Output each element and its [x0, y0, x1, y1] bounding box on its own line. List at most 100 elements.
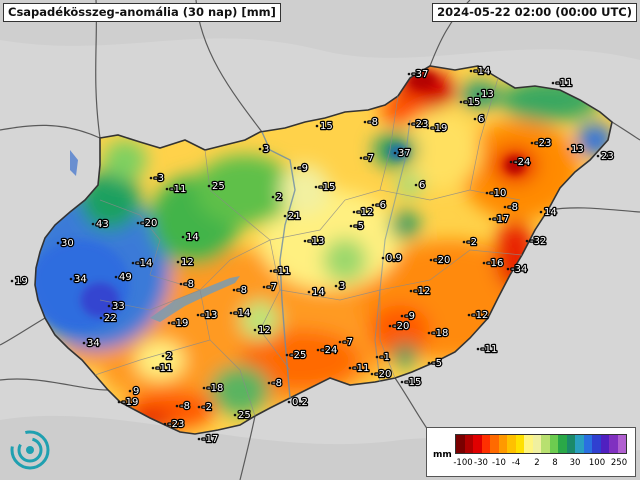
county-borders — [94, 77, 523, 417]
station-value-label: -1 — [380, 352, 390, 363]
station-dot — [303, 239, 307, 243]
station-value-label: -8 — [180, 401, 190, 412]
station-dot — [381, 256, 385, 260]
legend-color-swatch — [507, 435, 516, 453]
station-dot — [207, 184, 211, 188]
station-value-label: -20 — [375, 369, 391, 380]
station-dot — [482, 261, 486, 265]
station-value-label: -5 — [354, 221, 364, 232]
station-dot — [114, 275, 118, 279]
station-value-label: -6 — [376, 200, 386, 211]
station-dot — [370, 372, 374, 376]
station-dot — [197, 437, 201, 441]
station-dot — [232, 288, 236, 292]
station-value-label: -11 — [353, 363, 369, 374]
station-value-label: 37 — [398, 148, 411, 159]
station-dot — [197, 405, 201, 409]
station-value-label: 0.9 — [386, 253, 402, 264]
station-dot — [509, 160, 513, 164]
station-dot — [107, 304, 111, 308]
station-dot — [314, 185, 318, 189]
station-value-label: -9 — [298, 163, 308, 174]
station-value-label: -14 — [136, 258, 152, 269]
country-outline — [34, 65, 613, 435]
station-dot — [400, 314, 404, 318]
station-dot — [473, 117, 477, 121]
station-value-label: 0.2 — [292, 397, 308, 408]
station-value-label: -24 — [514, 157, 530, 168]
station-value-label: -11 — [274, 266, 290, 277]
station-dot — [165, 187, 169, 191]
station-dot — [91, 222, 95, 226]
station-value-label: -12 — [357, 207, 373, 218]
station-dot — [400, 380, 404, 384]
station-value-label: -23 — [412, 119, 428, 130]
station-value-label: 12 — [181, 257, 194, 268]
station-dot — [551, 81, 555, 85]
station-dot — [462, 240, 466, 244]
station-value-label: -14 — [474, 66, 490, 77]
station-dot — [539, 210, 543, 214]
station-dot — [393, 151, 397, 155]
station-dot — [375, 355, 379, 359]
station-dot — [467, 313, 471, 317]
legend-tick-label: -100 — [453, 458, 473, 468]
station-dot — [285, 353, 289, 357]
legend-color-swatch — [498, 435, 507, 453]
station-dot — [316, 348, 320, 352]
station-dot — [371, 203, 375, 207]
station-value-label: -23 — [535, 138, 551, 149]
legend-color-swatch — [515, 435, 524, 453]
legend-tick-label: -30 — [474, 458, 488, 468]
station-dot — [407, 72, 411, 76]
station-dot — [258, 147, 262, 151]
station-value-label: -8 — [272, 378, 282, 389]
station-dot — [596, 154, 600, 158]
station-dot — [163, 422, 167, 426]
station-value-label: -18 — [207, 383, 223, 394]
legend-tick-label: -10 — [492, 458, 506, 468]
station-value-label: 6 — [478, 114, 484, 125]
station-dot — [352, 210, 356, 214]
station-dot — [525, 239, 529, 243]
station-dot — [409, 289, 413, 293]
station-value-label: -11 — [556, 78, 572, 89]
station-value-label: -12 — [414, 286, 430, 297]
legend-tick-label: 8 — [552, 458, 558, 468]
station-dot — [10, 279, 14, 283]
station-value-label: -23 — [168, 419, 184, 430]
legend-color-swatch — [583, 435, 592, 453]
legend-color-swatch — [566, 435, 575, 453]
station-dot — [233, 413, 237, 417]
station-dot — [149, 176, 153, 180]
station-dot — [334, 284, 338, 288]
station-value-label: -7 — [343, 337, 353, 348]
station-dot — [287, 400, 291, 404]
legend-ticks: -100 -30 -10 -4 2 8 30 100 250 — [451, 458, 635, 472]
station-dot — [69, 277, 73, 281]
station-value-label: -14 — [234, 308, 250, 319]
station-value-label: -16 — [487, 258, 503, 269]
station-value-label: 2 — [166, 351, 172, 362]
station-value-label: 14 — [312, 287, 325, 298]
station-value-label: 25 — [212, 181, 225, 192]
station-value-label: 14 — [544, 207, 557, 218]
legend-color-swatch — [558, 435, 567, 453]
station-value-label: -24 — [321, 345, 337, 356]
station-value-label: -13 — [308, 236, 324, 247]
station-dot — [506, 267, 510, 271]
station-dot — [267, 381, 271, 385]
station-dot — [167, 321, 171, 325]
station-dot — [175, 404, 179, 408]
station-value-label: -15 — [319, 182, 335, 193]
station-value-label: -34 — [511, 264, 527, 275]
legend-color-swatch — [617, 435, 626, 453]
station-value-label: -15 — [464, 97, 480, 108]
map-title: Csapadékösszeg-anomália (30 nap) [mm] — [3, 3, 281, 22]
station-dot — [293, 166, 297, 170]
station-value-label: -8 — [368, 117, 378, 128]
